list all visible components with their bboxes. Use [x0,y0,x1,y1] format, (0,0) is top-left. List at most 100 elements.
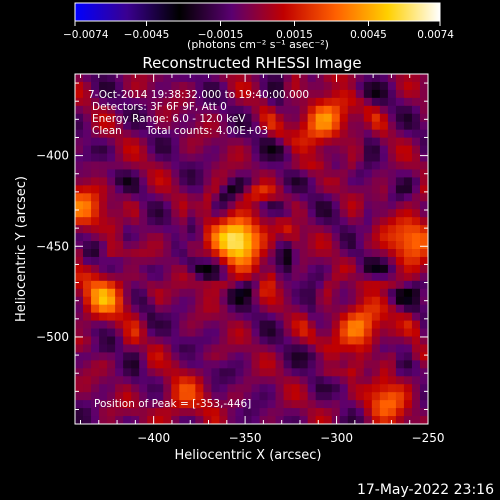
heatmap-cell [363,241,373,250]
heatmap-cell [171,145,180,155]
heatmap-cell [363,145,373,155]
heatmap-cell [235,256,245,266]
heatmap-cell [251,320,261,330]
heatmap-cell [219,161,229,171]
heatmap-cell [179,169,188,178]
heatmap-cell [163,360,172,369]
heatmap-cell [99,137,108,147]
heatmap-cell [75,105,84,115]
heatmap-cell [411,336,421,346]
heatmap-cell [83,416,92,424]
heatmap-cell [355,113,365,123]
heatmap-cell [203,384,212,393]
heatmap-cell [123,129,132,139]
heatmap-cell [139,74,148,83]
heatmap-cell [315,201,325,210]
heatmap-cell [115,105,124,115]
heatmap-cell [395,241,405,250]
heatmap-cell [355,328,365,338]
heatmap-cell [379,74,389,83]
heatmap-cell [307,225,317,234]
heatmap-cell [315,113,325,123]
heatmap-cell [347,384,357,393]
heatmap-cell [283,177,293,186]
heatmap-cell [203,153,212,163]
heatmap-cell [147,360,156,369]
heatmap-cell [75,352,84,361]
heatmap-cell [91,153,100,163]
heatmap-cell [107,225,116,234]
heatmap-cell [259,360,269,369]
heatmap-cell [83,113,92,123]
colorbar-gradient [74,2,441,22]
heatmap-cell [283,153,293,163]
heatmap-cell [275,153,285,163]
heatmap-cell [123,296,132,306]
heatmap-cell [283,97,293,107]
heatmap-cell [387,368,397,377]
heatmap-cell [187,137,196,147]
heatmap-cell [371,384,381,393]
heatmap-cell [275,137,285,147]
heatmap-cell [395,145,405,155]
heatmap-cell [219,304,229,314]
heatmap-cell [411,256,421,266]
heatmap-cell [275,129,285,139]
heatmap-cell [283,89,293,99]
heatmap-cell [259,193,269,202]
heatmap-cell [387,97,397,107]
heatmap-cell [267,416,277,424]
heatmap-cell [75,328,84,338]
colorbar-tick-label: −0.0045 [124,29,170,41]
heatmap-cell [259,89,269,99]
heatmap-cell [259,137,269,147]
heatmap-cell [331,153,341,163]
heatmap-cell [323,296,333,306]
heatmap-cell [219,97,229,107]
heatmap-cell [83,336,92,346]
heatmap-cell [195,280,204,290]
heatmap-cell [355,392,365,401]
heatmap-cell [227,169,237,178]
heatmap-cell [187,217,196,226]
heatmap-cell [147,264,156,274]
heatmap-cell [155,352,164,361]
heatmap-cell [291,272,301,282]
heatmap-cell [379,384,389,393]
heatmap-cell [147,177,156,186]
heatmap-cell [363,113,373,123]
heatmap-cell [395,336,405,346]
heatmap-cell [171,288,180,298]
heatmap-cell [139,376,148,385]
heatmap-cell [107,272,116,282]
heatmap-cell [363,408,373,417]
heatmap-cell [163,376,172,385]
heatmap-cell [395,296,405,306]
heatmap-cell [187,360,196,369]
heatmap-cell [395,121,405,131]
x-tick-label: −400 [137,431,170,445]
heatmap-cell [339,121,349,131]
heatmap-cell [139,304,148,314]
heatmap-cell [235,352,245,361]
heatmap-cell [371,81,381,91]
heatmap-cell [347,328,357,338]
heatmap-cell [139,416,148,424]
heatmap-cell [283,296,293,306]
heatmap-cell [387,249,397,258]
heatmap-cell [347,320,357,330]
heatmap-cell [355,384,365,393]
heatmap-cell [139,113,148,123]
heatmap-cell [155,304,164,314]
heatmap-cell [323,312,333,322]
heatmap-cell [83,344,92,353]
heatmap-cell [371,97,381,107]
heatmap-cell [147,352,156,361]
heatmap-cell [371,169,381,178]
heatmap-cell [363,416,373,424]
heatmap-cell [91,408,100,417]
heatmap-cell [363,296,373,306]
heatmap-cell [147,209,156,218]
heatmap-cell [131,105,140,115]
heatmap-cell [195,129,204,139]
